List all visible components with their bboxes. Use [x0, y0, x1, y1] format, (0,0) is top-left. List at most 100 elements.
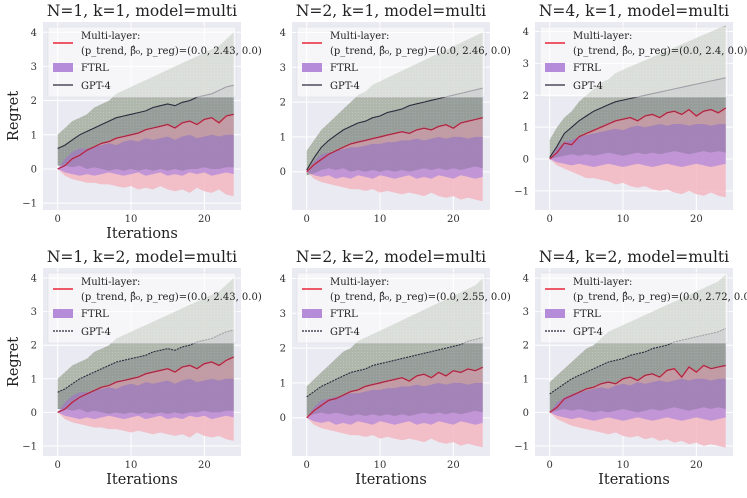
y-tick-label: 4 — [280, 28, 286, 39]
multi-layer-line-shadow — [549, 365, 726, 413]
y-tick-label: 0 — [523, 408, 529, 419]
y-tick-label: −1 — [514, 186, 529, 197]
legend-label-ftrl: FTRL — [81, 63, 109, 74]
x-tick-label: 10 — [617, 214, 630, 225]
y-tick-label: 2 — [523, 91, 529, 102]
x-tick-label: 20 — [198, 460, 211, 471]
subplot-title: N=2, k=2, model=multi — [296, 248, 486, 266]
x-tick-label: 0 — [303, 214, 309, 225]
y-tick-label: 4 — [31, 274, 37, 285]
x-tick-label: 10 — [374, 460, 387, 471]
y-tick-label: 3 — [523, 59, 529, 70]
legend-swatch-ftrl — [545, 63, 565, 72]
subplot-1: N=1, k=1, model=multi 0 10 20 −1 0 1 2 3 4 Iterati… — [6, 2, 262, 242]
x-tick-label: 20 — [198, 214, 211, 225]
legend: Multi-layer: (p_trend, β̂₀, p_reg)=(0.0, … — [47, 272, 262, 344]
legend-box — [539, 26, 729, 98]
y-tick-label: 1 — [31, 130, 37, 141]
plot-marks — [306, 278, 483, 448]
legend-label-gpt4: GPT-4 — [81, 81, 111, 92]
gpt4-band-overlap — [57, 330, 234, 414]
y-tick-label: 1 — [523, 123, 529, 134]
legend-box — [47, 272, 237, 344]
y-tick-label: 3 — [523, 307, 529, 318]
subplot-title: N=1, k=1, model=multi — [47, 2, 237, 20]
y-tick-label: −1 — [22, 199, 37, 210]
x-tick-label: 20 — [447, 214, 460, 225]
multi-layer-line-shadow — [57, 114, 234, 170]
legend-box — [296, 272, 486, 344]
x-tick-label: 0 — [54, 460, 60, 471]
gpt4-band-overlap — [549, 328, 726, 413]
y-tick-label: 4 — [523, 27, 529, 38]
gpt4-band-overlap — [549, 77, 726, 159]
legend: Multi-layer: (p_trend, β̂₀, p_reg)=(0.0, … — [47, 26, 262, 98]
y-tick-label: 3 — [280, 309, 286, 320]
legend-label-multi-layer: Multi-layer: — [81, 277, 140, 288]
subplot-5: N=2, k=2, model=multi 0 10 20 0 1 2 3 4 Iteration… — [280, 248, 511, 488]
y-tick-label: 4 — [523, 274, 529, 285]
y-axis-label: Regret — [6, 91, 22, 141]
legend-label-multi-layer: Multi-layer: — [330, 31, 389, 42]
gpt4-line — [549, 327, 726, 395]
legend-label-ftrl: FTRL — [81, 309, 109, 320]
y-tick-label: 1 — [280, 132, 286, 143]
legend-label-multi-layer: Multi-layer: — [573, 31, 632, 42]
multi-layer-line-shadow — [57, 356, 234, 413]
legend-label-gpt4: GPT-4 — [573, 327, 603, 338]
legend-label-multi-layer: Multi-layer: — [330, 277, 389, 288]
y-tick-label: 1 — [31, 374, 37, 385]
subplot-6: N=4, k=2, model=multi 0 10 20 −1 0 1 2 3 4 Iterati… — [514, 248, 747, 488]
y-tick-label: 0 — [280, 413, 286, 424]
subplot-2: N=2, k=1, model=multi 0 10 20 0 1 2 3 4 Multi-lay… — [280, 2, 511, 225]
ftrl-band — [57, 378, 234, 420]
legend-swatch-ftrl — [302, 309, 322, 318]
ftrl-band — [57, 134, 234, 176]
legend: Multi-layer: (p_trend, β̂₀, p_reg)=(0.0, … — [539, 26, 747, 98]
y-tick-label: 0 — [31, 408, 37, 419]
subplot-title: N=2, k=1, model=multi — [296, 2, 486, 20]
legend: Multi-layer: (p_trend, β̂₀, p_reg)=(0.0, … — [296, 272, 511, 344]
gpt4-band-overlap — [57, 85, 234, 171]
legend-label-ftrl: FTRL — [330, 63, 358, 74]
legend-swatch-ftrl — [53, 63, 73, 72]
x-tick-label: 0 — [303, 460, 309, 471]
x-axis-label: Iterations — [106, 226, 178, 242]
ftrl-band — [306, 382, 483, 425]
legend-swatch-ftrl — [53, 309, 73, 318]
ftrl-band — [549, 124, 726, 167]
x-tick-label: 10 — [617, 460, 630, 471]
subplot-4: N=1, k=2, model=multi 0 10 20 −1 0 1 2 3 4 Iterati… — [6, 248, 262, 488]
y-tick-label: 4 — [31, 28, 37, 39]
y-tick-label: 3 — [31, 307, 37, 318]
legend-label-gpt4: GPT-4 — [330, 81, 360, 92]
y-tick-label: 2 — [31, 96, 37, 107]
x-tick-label: 0 — [546, 460, 552, 471]
y-tick-label: 1 — [280, 378, 286, 389]
subplot-3: N=4, k=1, model=multi 0 10 20 −1 0 1 2 3 4 Multi-l… — [514, 2, 747, 225]
legend-label-ftrl: FTRL — [573, 309, 601, 320]
legend-label-ftrl: FTRL — [330, 309, 358, 320]
y-tick-label: −1 — [514, 441, 529, 452]
x-tick-label: 0 — [54, 214, 60, 225]
y-tick-label: 3 — [280, 63, 286, 74]
legend-box — [296, 26, 486, 98]
gpt4-band-overlap — [306, 337, 483, 416]
legend-label-multi-layer-params: (p_trend, β̂₀, p_reg)=(0.0, 2.46, 0.0) — [330, 46, 511, 57]
y-tick-label: 2 — [280, 344, 286, 355]
legend: Multi-layer: (p_trend, β̂₀, p_reg)=(0.0, … — [296, 26, 511, 98]
legend-box — [47, 26, 237, 98]
x-tick-label: 20 — [690, 460, 703, 471]
multi-layer-line-shadow — [306, 366, 483, 418]
x-tick-label: 10 — [125, 214, 138, 225]
multi-layer-line-shadow — [306, 117, 483, 172]
ftrl-band — [549, 378, 726, 421]
y-axis-label: Regret — [6, 337, 22, 387]
legend-label-multi-layer-params: (p_trend, β̂₀, p_reg)=(0.0, 2.43, 0.0) — [81, 46, 262, 57]
legend-label-multi-layer-params: (p_trend, β̂₀, p_reg)=(0.0, 2.4, 0.0) — [573, 46, 747, 57]
legend: Multi-layer: (p_trend, β̂₀, p_reg)=(0.0, … — [539, 272, 747, 344]
x-axis-label: Iterations — [106, 472, 178, 488]
y-tick-label: 0 — [31, 164, 37, 175]
x-tick-label: 10 — [125, 460, 138, 471]
